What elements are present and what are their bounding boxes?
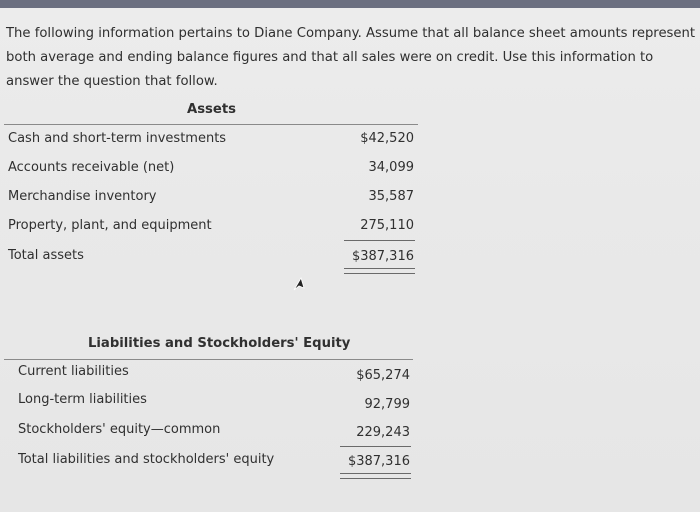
assets-header-rule (4, 124, 418, 125)
intro-paragraph: The following information pertains to Di… (6, 26, 696, 89)
asset-label-inventory: Merchandise inventory (8, 189, 157, 204)
assets-total-double-rule (344, 268, 415, 274)
liability-label-current: Current liabilities (18, 364, 129, 379)
assets-heading: Assets (187, 102, 237, 117)
asset-value-total: $387,316 (351, 249, 414, 264)
asset-label-receivable: Accounts receivable (net) (8, 160, 175, 175)
liabilities-subtotal-rule (340, 446, 411, 447)
asset-value-inventory: 35,587 (368, 189, 415, 204)
liability-value-equity: 229,243 (356, 425, 410, 440)
liabilities-heading: Liabilities and Stockholders' Equity (88, 336, 351, 351)
top-bar (0, 0, 700, 8)
liability-value-total: $387,316 (347, 454, 410, 469)
asset-label-total: Total assets (8, 248, 84, 263)
liabilities-header-rule (4, 359, 413, 360)
asset-value-ppe: 275,110 (360, 218, 414, 233)
liability-label-longterm: Long-term liabilities (18, 392, 147, 407)
assets-subtotal-rule (344, 240, 415, 241)
asset-value-cash: $42,520 (360, 131, 414, 146)
asset-label-cash: Cash and short-term investments (8, 131, 227, 146)
liability-label-total: Total liabilities and stockholders' equi… (18, 452, 275, 467)
liability-label-equity: Stockholders' equity—common (18, 422, 221, 437)
liability-value-longterm: 92,799 (364, 397, 411, 412)
mouse-cursor-icon (293, 277, 305, 291)
asset-label-ppe: Property, plant, and equipment (8, 218, 212, 233)
liabilities-total-double-rule (340, 473, 411, 479)
asset-value-receivable: 34,099 (368, 160, 415, 175)
liability-value-current: $65,274 (356, 368, 410, 383)
